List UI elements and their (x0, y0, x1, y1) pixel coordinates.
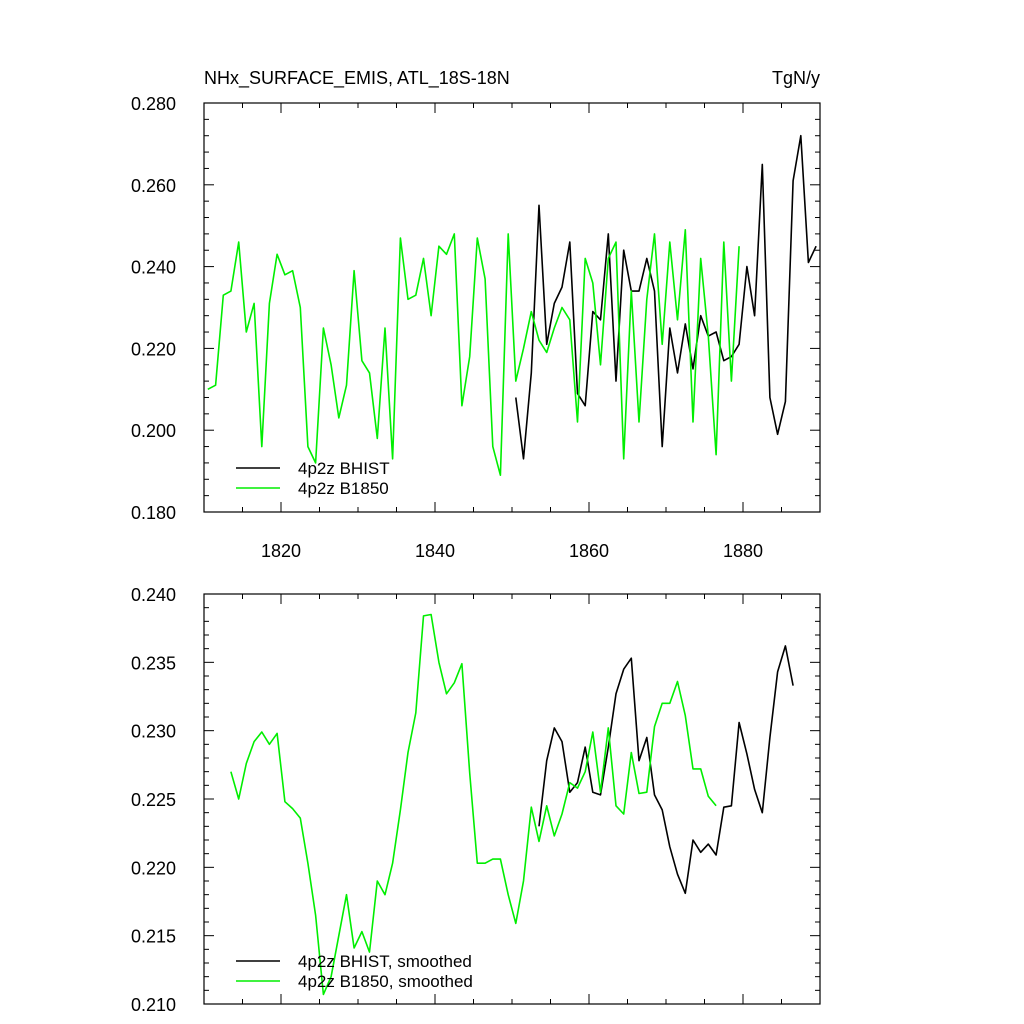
tick-group-top: 1820 1840 1860 1880 0.180 0.200 0.220 0.240 0.26… (131, 94, 821, 561)
y-tick-label: 0.220 (131, 858, 176, 878)
series-line (515, 134, 817, 460)
y-tick-label: 0.235 (131, 653, 176, 673)
series-line (230, 613, 717, 996)
y-tick-label: 0.280 (131, 94, 176, 114)
x-tick-label: 1880 (723, 541, 763, 561)
x-tick-label: 1840 (415, 541, 455, 561)
plot-frame-bottom (203, 593, 821, 1005)
y-tick-label: 0.220 (131, 339, 176, 359)
series-group-top (207, 134, 817, 477)
top-panel: NHx_SURFACE_EMIS, ATL_18S-18N TgN/y 1820… (131, 68, 821, 561)
series-line (207, 229, 740, 477)
tick-group-bottom: 0.210 0.215 0.220 0.225 0.230 0.235 0.240 (131, 585, 821, 1015)
y-tick-label: 0.230 (131, 722, 176, 742)
y-tick-label: 0.200 (131, 421, 176, 441)
legend-label: 4p2z BHIST (298, 459, 390, 478)
y-tick-label: 0.240 (131, 585, 176, 605)
legend-label: 4p2z B1850, smoothed (298, 972, 473, 991)
x-tick-label: 1860 (569, 541, 609, 561)
y-tick-label: 0.180 (131, 503, 176, 523)
chart-title: NHx_SURFACE_EMIS, ATL_18S-18N (204, 68, 510, 89)
units-label: TgN/y (772, 68, 820, 88)
y-tick-label: 0.260 (131, 176, 176, 196)
series-group-bottom (230, 613, 794, 996)
legend-label: 4p2z B1850 (298, 479, 389, 498)
legend-label: 4p2z BHIST, smoothed (298, 952, 472, 971)
y-tick-label: 0.225 (131, 790, 176, 810)
x-tick-label: 1820 (261, 541, 301, 561)
bottom-panel: 0.210 0.215 0.220 0.225 0.230 0.235 0.240 4p2z… (131, 585, 821, 1015)
y-tick-label: 0.240 (131, 258, 176, 278)
y-tick-label: 0.210 (131, 995, 176, 1015)
y-tick-label: 0.215 (131, 927, 176, 947)
series-line (538, 645, 794, 895)
